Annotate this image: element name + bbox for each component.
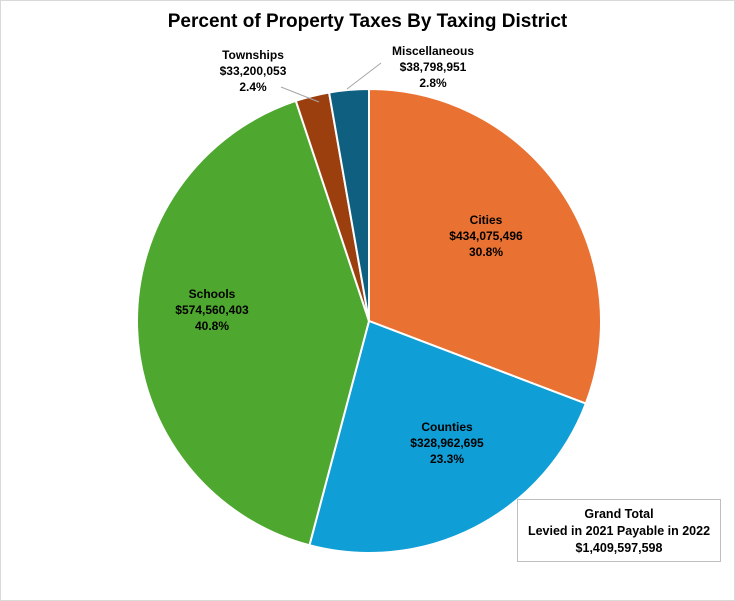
label-schools: Schools $574,560,403 40.8%: [175, 286, 248, 334]
slice-percent: 2.4%: [239, 80, 267, 94]
slice-percent: 2.8%: [419, 76, 447, 90]
grand-total-heading: Grand Total: [584, 507, 654, 521]
slice-name: Miscellaneous: [391, 44, 475, 58]
pie-slice-schools: [136, 99, 371, 547]
label-cities: Cities $434,075,496 30.8%: [449, 212, 522, 260]
grand-total-subtitle: Levied in 2021 Payable in 2022: [527, 524, 711, 538]
slice-name: Cities: [469, 213, 503, 227]
pie-slice-miscellaneous: [327, 87, 370, 322]
slice-percent: 30.8%: [468, 245, 504, 259]
slice-percent: 23.3%: [429, 452, 465, 466]
slice-value: $33,200,053: [219, 64, 287, 78]
slice-percent: 40.8%: [194, 319, 230, 333]
grand-total-value: $1,409,597,598: [575, 541, 663, 555]
slice-name: Counties: [421, 420, 473, 434]
slice-value: $38,798,951: [399, 60, 467, 74]
label-counties: Counties $328,962,695 23.3%: [410, 419, 483, 467]
leader-line-townships: [280, 86, 320, 103]
pie-slice-counties: [308, 319, 588, 554]
chart-title: Percent of Property Taxes By Taxing Dist…: [167, 11, 568, 32]
leader-line-miscellaneous: [346, 62, 382, 90]
slice-value: $328,962,695: [410, 436, 484, 450]
grand-total-box: Grand Total Levied in 2021 Payable in 20…: [517, 499, 721, 562]
label-townships: Townships $33,200,053 2.4%: [220, 47, 287, 95]
slice-value: $434,075,496: [449, 229, 523, 243]
slice-value: $574,560,403: [175, 303, 249, 317]
pie-slice-cities: [368, 87, 602, 405]
slice-name: Schools: [188, 287, 236, 301]
label-miscellaneous: Miscellaneous $38,798,951 2.8%: [392, 43, 474, 91]
slice-name: Townships: [222, 48, 284, 62]
